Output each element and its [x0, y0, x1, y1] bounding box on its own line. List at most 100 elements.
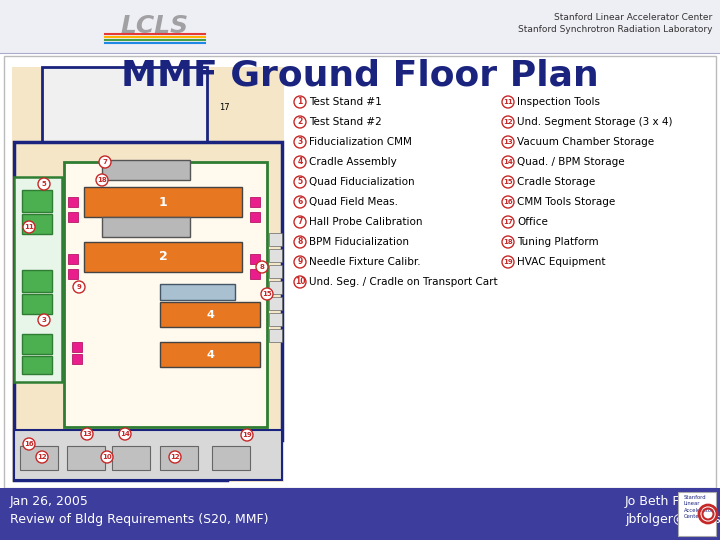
- FancyBboxPatch shape: [67, 446, 105, 470]
- FancyBboxPatch shape: [12, 67, 284, 482]
- FancyBboxPatch shape: [84, 242, 242, 272]
- Text: 12: 12: [503, 119, 513, 125]
- Polygon shape: [64, 162, 267, 427]
- FancyBboxPatch shape: [68, 269, 78, 279]
- FancyBboxPatch shape: [14, 430, 282, 480]
- FancyBboxPatch shape: [14, 177, 62, 382]
- Text: 15: 15: [503, 179, 513, 185]
- FancyBboxPatch shape: [102, 160, 190, 180]
- Circle shape: [23, 438, 35, 450]
- Text: 9: 9: [297, 258, 302, 267]
- Text: 4: 4: [206, 350, 214, 360]
- FancyBboxPatch shape: [112, 446, 150, 470]
- Text: 10: 10: [102, 454, 112, 460]
- FancyBboxPatch shape: [250, 197, 260, 207]
- Text: 12: 12: [37, 454, 47, 460]
- Text: Review of Bldg Requirements (S20, MMF): Review of Bldg Requirements (S20, MMF): [10, 514, 269, 526]
- Circle shape: [101, 451, 113, 463]
- Text: 9: 9: [76, 284, 81, 290]
- Text: 16: 16: [24, 441, 34, 447]
- Text: jbfolger@slac.stanford.edu: jbfolger@slac.stanford.edu: [625, 514, 720, 526]
- Text: 4: 4: [297, 158, 302, 166]
- Circle shape: [241, 429, 253, 441]
- Text: Quad Fiducialization: Quad Fiducialization: [309, 177, 415, 187]
- Text: Stanford Synchrotron Radiation Laboratory: Stanford Synchrotron Radiation Laborator…: [518, 24, 712, 33]
- FancyBboxPatch shape: [22, 334, 52, 354]
- Text: 14: 14: [120, 431, 130, 437]
- FancyBboxPatch shape: [72, 354, 82, 364]
- Text: 8: 8: [260, 264, 264, 270]
- Text: 8: 8: [297, 238, 302, 246]
- FancyBboxPatch shape: [269, 297, 282, 310]
- Text: 13: 13: [82, 431, 92, 437]
- Text: 3: 3: [297, 138, 302, 146]
- Text: 13: 13: [503, 139, 513, 145]
- Circle shape: [23, 221, 35, 233]
- Text: Inspection Tools: Inspection Tools: [517, 97, 600, 107]
- Text: 19: 19: [242, 432, 252, 438]
- FancyBboxPatch shape: [269, 233, 282, 246]
- Text: Needle Fixture Calibr.: Needle Fixture Calibr.: [309, 257, 420, 267]
- Text: 3: 3: [42, 317, 46, 323]
- Text: Jan 26, 2005: Jan 26, 2005: [10, 496, 89, 509]
- Circle shape: [99, 156, 111, 168]
- FancyBboxPatch shape: [269, 281, 282, 294]
- Text: 6: 6: [297, 198, 302, 206]
- Polygon shape: [14, 142, 282, 480]
- Circle shape: [36, 451, 48, 463]
- Text: 17: 17: [503, 219, 513, 225]
- Circle shape: [96, 174, 108, 186]
- Circle shape: [38, 178, 50, 190]
- FancyBboxPatch shape: [250, 254, 260, 264]
- Text: Tuning Platform: Tuning Platform: [517, 237, 598, 247]
- Text: Fiducialization CMM: Fiducialization CMM: [309, 137, 412, 147]
- Text: Hall Probe Calibration: Hall Probe Calibration: [309, 217, 423, 227]
- FancyBboxPatch shape: [68, 212, 78, 222]
- Text: Und. Segment Storage (3 x 4): Und. Segment Storage (3 x 4): [517, 117, 672, 127]
- Text: 5: 5: [42, 181, 46, 187]
- Text: MMF Ground Floor Plan: MMF Ground Floor Plan: [121, 58, 599, 92]
- Text: Stanford
Linear
Accelerator
Center: Stanford Linear Accelerator Center: [684, 495, 714, 519]
- Text: LCLS: LCLS: [121, 14, 189, 38]
- Text: Quad Field Meas.: Quad Field Meas.: [309, 197, 398, 207]
- Text: 5: 5: [297, 178, 302, 186]
- FancyBboxPatch shape: [4, 56, 716, 488]
- Text: 17: 17: [219, 103, 230, 111]
- FancyBboxPatch shape: [72, 342, 82, 352]
- Circle shape: [169, 451, 181, 463]
- Text: 19: 19: [503, 259, 513, 265]
- Text: Cradle Storage: Cradle Storage: [517, 177, 595, 187]
- Text: Cradle Assembly: Cradle Assembly: [309, 157, 397, 167]
- Text: 10: 10: [294, 278, 305, 287]
- FancyBboxPatch shape: [678, 492, 716, 536]
- FancyBboxPatch shape: [22, 270, 52, 292]
- Text: Jo Beth Folger: Jo Beth Folger: [625, 496, 712, 509]
- FancyBboxPatch shape: [22, 356, 52, 374]
- FancyBboxPatch shape: [160, 446, 198, 470]
- FancyBboxPatch shape: [160, 342, 260, 367]
- Text: 1: 1: [297, 98, 302, 106]
- FancyBboxPatch shape: [102, 217, 190, 237]
- Text: 2: 2: [297, 118, 302, 126]
- Circle shape: [81, 428, 93, 440]
- Text: CMM Tools Storage: CMM Tools Storage: [517, 197, 616, 207]
- Text: 7: 7: [102, 159, 107, 165]
- Circle shape: [119, 428, 131, 440]
- Circle shape: [256, 261, 268, 273]
- Text: 12: 12: [170, 454, 180, 460]
- FancyBboxPatch shape: [68, 254, 78, 264]
- Text: 18: 18: [97, 177, 107, 183]
- Text: 15: 15: [262, 291, 272, 297]
- Text: 14: 14: [503, 159, 513, 165]
- FancyBboxPatch shape: [160, 284, 235, 300]
- Text: Test Stand #2: Test Stand #2: [309, 117, 382, 127]
- FancyBboxPatch shape: [0, 488, 720, 540]
- FancyBboxPatch shape: [250, 269, 260, 279]
- FancyBboxPatch shape: [269, 249, 282, 262]
- FancyBboxPatch shape: [84, 187, 242, 217]
- FancyBboxPatch shape: [160, 302, 260, 327]
- Text: 11: 11: [24, 224, 34, 230]
- Text: 2: 2: [158, 251, 167, 264]
- Text: 1: 1: [158, 195, 167, 208]
- Text: Office: Office: [517, 217, 548, 227]
